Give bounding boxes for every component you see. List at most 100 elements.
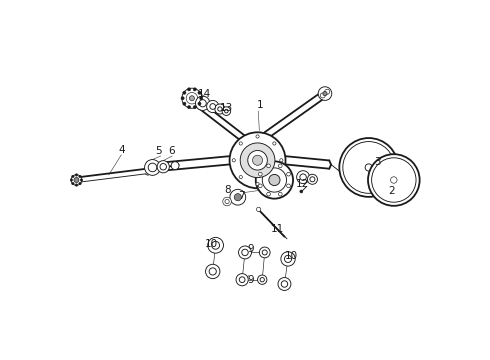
Circle shape (75, 174, 78, 176)
Circle shape (209, 268, 216, 275)
Circle shape (368, 154, 419, 206)
Circle shape (183, 102, 186, 105)
Circle shape (240, 143, 275, 177)
Circle shape (300, 190, 303, 193)
Circle shape (222, 107, 231, 116)
Circle shape (323, 91, 327, 96)
Circle shape (391, 177, 397, 183)
Circle shape (210, 104, 216, 109)
Circle shape (310, 177, 315, 182)
Circle shape (232, 159, 235, 162)
Circle shape (72, 175, 74, 178)
Circle shape (267, 192, 270, 196)
Circle shape (320, 93, 325, 98)
Circle shape (188, 88, 191, 91)
Circle shape (145, 159, 160, 175)
Circle shape (72, 182, 74, 185)
Circle shape (365, 164, 372, 171)
Circle shape (287, 184, 291, 188)
Text: 14: 14 (198, 89, 212, 99)
Circle shape (278, 192, 282, 196)
Circle shape (230, 189, 245, 205)
Text: 13: 13 (220, 103, 233, 113)
Text: 6: 6 (168, 145, 175, 156)
Circle shape (371, 158, 416, 202)
Circle shape (230, 132, 286, 188)
Circle shape (234, 194, 242, 201)
Text: 9: 9 (247, 244, 254, 254)
Circle shape (256, 161, 293, 199)
Circle shape (280, 159, 283, 162)
Circle shape (262, 250, 267, 255)
Circle shape (218, 107, 222, 111)
Circle shape (296, 171, 310, 184)
Circle shape (307, 174, 318, 184)
Circle shape (212, 241, 220, 249)
Circle shape (281, 252, 295, 266)
Circle shape (205, 264, 220, 279)
Circle shape (70, 179, 73, 181)
Circle shape (75, 184, 78, 186)
Circle shape (273, 175, 276, 179)
Circle shape (215, 104, 225, 114)
Text: 7: 7 (238, 191, 245, 201)
Circle shape (281, 281, 288, 287)
Circle shape (181, 96, 184, 100)
Text: 3: 3 (374, 157, 381, 167)
Text: 8: 8 (224, 185, 230, 195)
Text: 12: 12 (296, 179, 309, 189)
Circle shape (318, 87, 332, 100)
Circle shape (186, 93, 197, 104)
Circle shape (343, 141, 394, 193)
Circle shape (325, 89, 330, 94)
Circle shape (287, 172, 291, 176)
Circle shape (182, 88, 202, 108)
Circle shape (285, 255, 292, 262)
Text: 10: 10 (204, 239, 218, 249)
Circle shape (300, 174, 306, 180)
Circle shape (258, 275, 267, 284)
Circle shape (199, 100, 206, 107)
Circle shape (278, 164, 282, 168)
Circle shape (258, 172, 262, 176)
Text: 4: 4 (118, 144, 124, 154)
Circle shape (171, 162, 179, 170)
Text: 1: 1 (257, 100, 263, 110)
Circle shape (225, 199, 229, 204)
Circle shape (196, 96, 210, 111)
Circle shape (71, 175, 82, 185)
Circle shape (239, 175, 243, 179)
Circle shape (79, 175, 81, 178)
Circle shape (183, 91, 186, 94)
Circle shape (193, 105, 196, 109)
Circle shape (148, 163, 157, 172)
Circle shape (278, 278, 291, 291)
Text: 9: 9 (247, 275, 254, 285)
Circle shape (80, 179, 83, 181)
Text: 2: 2 (389, 186, 395, 196)
Circle shape (239, 246, 251, 259)
Circle shape (198, 102, 201, 105)
Circle shape (239, 277, 245, 283)
Circle shape (199, 96, 203, 100)
Circle shape (193, 88, 196, 91)
Circle shape (198, 91, 201, 94)
Circle shape (256, 135, 259, 138)
Circle shape (208, 237, 223, 253)
Circle shape (256, 207, 261, 212)
Text: 10: 10 (285, 251, 298, 261)
Circle shape (223, 197, 231, 206)
Circle shape (252, 155, 263, 165)
Circle shape (269, 174, 280, 186)
Circle shape (157, 161, 170, 173)
Circle shape (79, 182, 81, 185)
Circle shape (262, 168, 287, 192)
Circle shape (207, 100, 219, 113)
Circle shape (267, 164, 270, 168)
Circle shape (258, 184, 262, 188)
Circle shape (248, 150, 268, 170)
Text: 5: 5 (156, 145, 162, 156)
Circle shape (160, 163, 167, 170)
Circle shape (188, 105, 191, 109)
Circle shape (273, 142, 276, 145)
